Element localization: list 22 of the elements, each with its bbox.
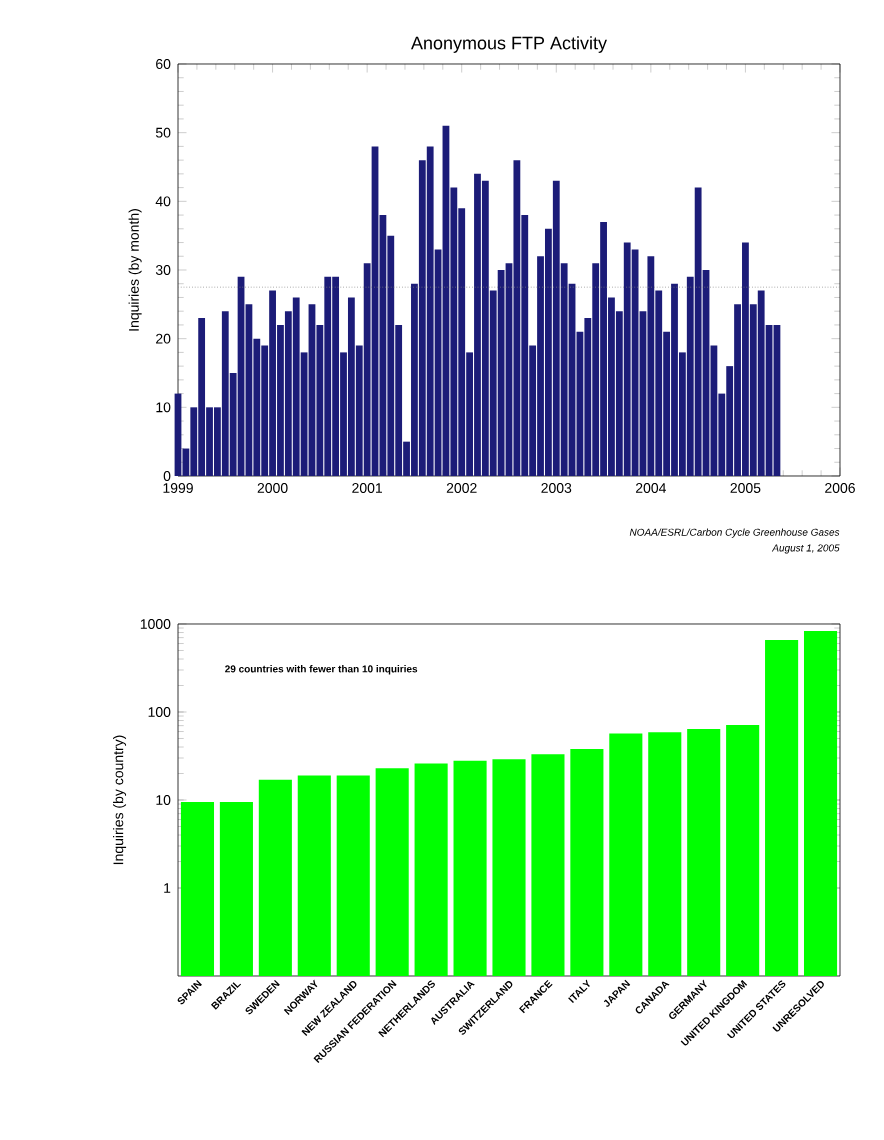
bar	[332, 276, 340, 476]
bar	[623, 242, 631, 476]
bar	[481, 180, 489, 476]
bar	[671, 283, 678, 476]
bar	[347, 297, 355, 476]
bar	[426, 146, 434, 476]
bar	[631, 249, 639, 476]
bar	[221, 311, 229, 476]
bar	[292, 297, 300, 476]
bar	[198, 318, 206, 476]
bar	[757, 290, 765, 476]
bar	[269, 290, 276, 476]
bar	[600, 221, 607, 476]
bar	[694, 187, 702, 476]
bar	[324, 276, 332, 476]
bar	[474, 173, 481, 476]
bar	[497, 269, 505, 476]
chart-title: Anonymous FTP Activity	[411, 36, 607, 53]
bar	[647, 256, 655, 476]
bar	[513, 160, 521, 476]
bar	[742, 242, 749, 476]
bar	[552, 180, 560, 476]
